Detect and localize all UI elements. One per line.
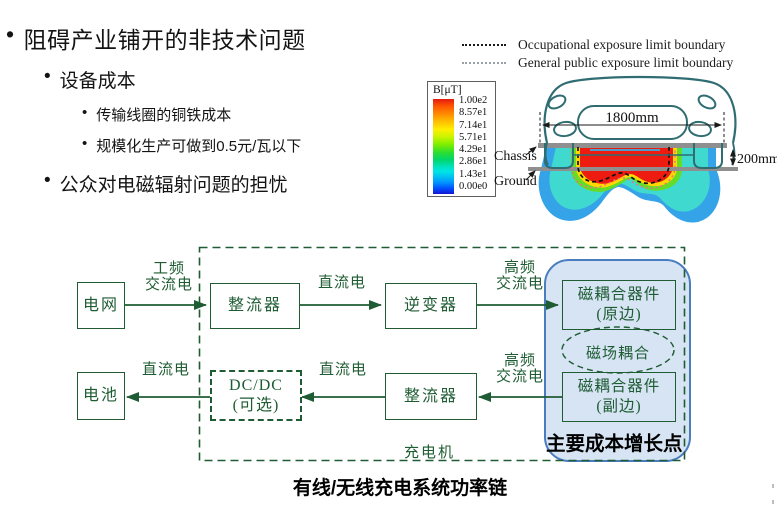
edge-label-dc-2: 直流电 [318,362,367,378]
edge-label-hf-ac-1: 高频 交流电 [484,260,556,292]
slide-title-text: 阻碍产业铺开的非技术问题 [23,27,306,53]
cost-highlight-box [544,259,691,462]
dotted-line-swatch-gray [462,62,506,64]
edge-label-mains-ac: 工频 交流电 [133,261,205,293]
node-label: 磁耦合器件 [577,378,661,395]
legend-label: General public exposure limit boundary [518,55,734,70]
dotted-line-swatch-black [462,44,506,46]
occupational-boundary-line [577,147,670,185]
car-body [543,75,737,144]
coupling-label: 磁场耦合 [585,346,650,362]
car-emf-figure: 1800mm 200mm Chassis Ground [494,75,777,223]
legend-occupational: Occupational exposure limit boundary [462,37,725,53]
chassis-pointer [525,146,537,156]
colorbar-tick: 1.43e1 [459,168,488,180]
bullet-coil-cost: 传输线圈的铜铁成本 [82,104,231,125]
edge-artifact [772,484,774,488]
ground-pointer [525,170,536,181]
cost-growth-label: 主要成本增长点 [546,433,683,455]
colorbar-title: B[μT] [433,84,462,96]
left-mirror [547,94,567,110]
edge-label-line: 交流电 [144,277,193,293]
node-dcdc: DC/DC (可选) [210,370,302,421]
colorbar: B[μT] 1.00e2 8.57e1 7.14e1 5.71e1 4.29e1… [427,81,496,197]
ground-bar [528,167,738,171]
node-sublabel: (原边) [596,306,642,323]
right-mirror [697,94,717,110]
colorbar-tick: 1.00e2 [459,95,488,106]
bullet-public-concern: 公众对电磁辐射问题的担忧 [44,170,288,197]
node-battery: 电池 [77,372,125,420]
public-boundary-line [571,147,676,189]
flow-arrows [123,300,562,402]
node-grid: 电网 [77,282,125,329]
field-red [580,147,673,184]
field-streak [590,149,660,151]
charger-dashed-container [198,246,686,462]
bullet-text: 公众对电磁辐射问题的担忧 [59,175,288,196]
bullet-text: 规模化生产可做到0.5元/瓦以下 [96,138,302,155]
node-rectifier-2: 整流器 [385,373,477,420]
legend-general-public: General public exposure limit boundary [462,55,733,71]
edge-artifact [772,500,774,504]
right-wheel-arch [693,143,723,169]
chassis-bar [538,143,727,148]
colorbar-ticks: 1.00e2 8.57e1 7.14e1 5.71e1 4.29e1 2.86e… [459,95,494,192]
bullet-scale-production: 规模化生产可做到0.5元/瓦以下 [82,135,301,156]
edge-label-hf-ac-2: 高频 交流电 [484,353,556,385]
edge-label-line: 高频 [503,353,536,369]
bullet-equipment-cost: 设备成本 [44,66,136,93]
node-label: 整流器 [403,387,458,405]
dimensions [525,112,736,181]
bullet-text: 设备成本 [59,71,136,92]
left-wheel-arch [544,143,574,169]
node-label: DC/DC [229,376,283,394]
edge-label-line: 高频 [503,260,536,276]
node-label: 电池 [82,387,119,404]
node-label: 磁耦合器件 [577,286,661,303]
edge-label-line: 交流电 [495,276,544,292]
edge-label-dc-3: 直流电 [141,362,190,378]
car-width-label: 1800mm [605,110,659,126]
colorbar-gradient [433,99,454,194]
colorbar-tick: 2.86e1 [459,156,488,168]
diagram-caption: 有线/无线充电系统功率链 [292,478,508,499]
figure-labels: 1800mm 200mm Chassis Ground [494,110,777,189]
gap-height-label: 200mm [737,152,777,167]
ground-label: Ground [494,174,537,189]
legend-label: Occupational exposure limit boundary [518,37,726,52]
coupling-ellipse [561,326,675,374]
node-sublabel: (副边) [596,398,642,415]
edge-label-line: 交流电 [495,369,544,385]
colorbar-tick: 5.71e1 [459,131,488,143]
bullet-text: 传输线圈的铜铁成本 [96,107,232,124]
node-coupler-secondary: 磁耦合器件 (副边) [562,372,676,422]
slide-title: 阻碍产业铺开的非技术问题 [6,21,306,55]
colorbar-tick: 0.00e0 [459,180,488,192]
edge-label-line: 工频 [152,261,185,277]
charger-label: 充电机 [404,445,456,461]
node-coupler-primary: 磁耦合器件 (原边) [562,280,676,330]
node-label: 逆变器 [403,297,458,314]
node-inverter: 逆变器 [385,283,477,329]
colorbar-tick: 4.29e1 [459,144,488,156]
edge-label-dc-1: 直流电 [317,275,366,291]
colorbar-tick: 8.57e1 [459,107,488,119]
colorbar-tick: 7.14e1 [459,119,488,131]
chassis-label: Chassis [494,149,537,164]
node-label: 电网 [82,296,119,314]
node-sublabel: (可选) [232,396,280,414]
node-label: 整流器 [227,297,282,314]
node-rectifier-1: 整流器 [210,283,300,329]
